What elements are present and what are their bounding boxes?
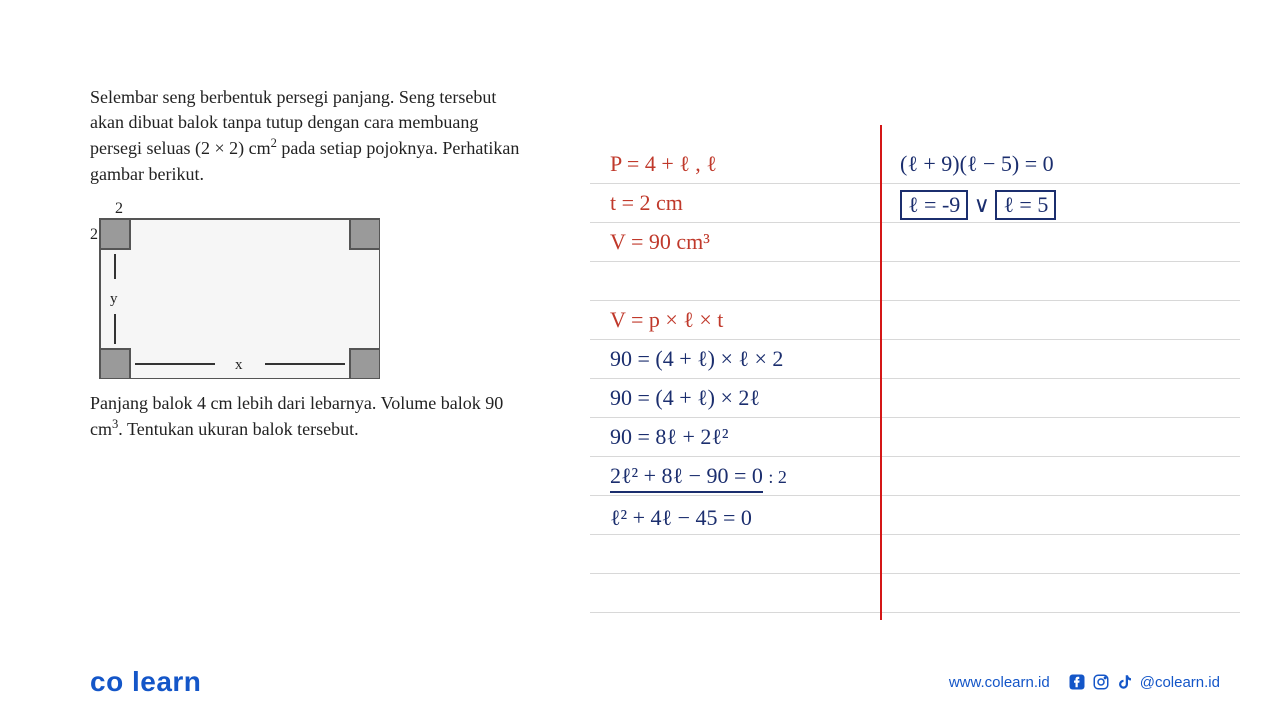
diag-label-top: 2 bbox=[115, 200, 123, 217]
work-line-c1-1: t = 2 cm bbox=[610, 190, 683, 216]
corner-bl bbox=[100, 349, 130, 379]
problem-text-2: Panjang balok 4 cm lebih dari lebarnya. … bbox=[90, 391, 520, 442]
work-line-c2-1: ℓ = -9 ∨ ℓ = 5 bbox=[900, 190, 1056, 220]
diag-label-x: x bbox=[235, 357, 243, 373]
work-line-c1-8: ℓ² + 4ℓ − 45 = 0 bbox=[610, 505, 752, 531]
instagram-icon bbox=[1092, 673, 1110, 691]
work-line-c1-7: 2ℓ² + 8ℓ − 90 = 0 : 2 bbox=[610, 463, 787, 493]
handwriting-area: P = 4 + ℓ , ℓ t = 2 cm V = 90 cm³ V = p × ℓ… bbox=[590, 85, 1240, 640]
footer: co learn www.colearn.id @colearn.id bbox=[0, 666, 1280, 698]
brand-part-a: co bbox=[90, 666, 124, 697]
footer-url: www.colearn.id bbox=[949, 674, 1050, 691]
corner-tr bbox=[350, 219, 380, 249]
tiktok-icon bbox=[1116, 673, 1134, 691]
diagram: 2 2 y x bbox=[90, 199, 380, 379]
brand-logo: co learn bbox=[90, 666, 201, 698]
work-line-c1-6: 90 = 8ℓ + 2ℓ² bbox=[610, 424, 729, 450]
problem-text-1: Selembar seng berbentuk persegi panjang.… bbox=[90, 85, 520, 187]
work-line-c1-2: V = 90 cm³ bbox=[610, 229, 710, 255]
work-line-c1-3: V = p × ℓ × t bbox=[610, 307, 723, 333]
facebook-icon bbox=[1068, 673, 1086, 691]
diag-label-left: 2 bbox=[90, 226, 98, 243]
corner-tl bbox=[100, 219, 130, 249]
vertical-divider bbox=[880, 125, 882, 620]
work-line-c1-4: 90 = (4 + ℓ) × ℓ × 2 bbox=[610, 346, 783, 372]
brand-part-b: learn bbox=[132, 666, 201, 697]
diag-label-y: y bbox=[110, 291, 118, 307]
corner-br bbox=[350, 349, 380, 379]
work-line-c1-5: 90 = (4 + ℓ) × 2ℓ bbox=[610, 385, 760, 411]
problem-column: Selembar seng berbentuk persegi panjang.… bbox=[90, 85, 520, 640]
footer-handle: @colearn.id bbox=[1140, 674, 1220, 691]
social-icons: @colearn.id bbox=[1068, 673, 1220, 691]
work-line-c2-0: (ℓ + 9)(ℓ − 5) = 0 bbox=[900, 151, 1054, 177]
work-line-c1-0: P = 4 + ℓ , ℓ bbox=[610, 151, 717, 177]
